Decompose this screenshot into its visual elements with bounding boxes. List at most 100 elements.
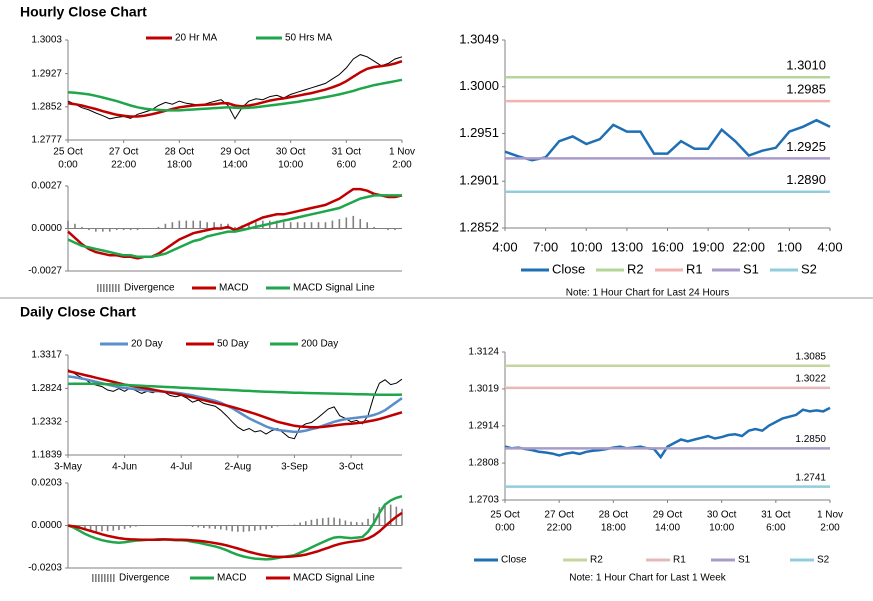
divergence-bar — [248, 525, 250, 532]
legend-swatch — [103, 284, 105, 292]
y-tick-label: 1.2927 — [31, 68, 62, 79]
divergence-bar — [373, 226, 375, 229]
divergence-bar — [304, 521, 307, 526]
x-tick-label: 2:00 — [392, 160, 412, 171]
x-tick-label: 3-Sep — [281, 462, 308, 473]
legend-label: MACD — [217, 573, 246, 584]
legend-swatch — [97, 284, 99, 292]
divergence-bar — [352, 215, 355, 229]
x-tick-label: 22:00 — [111, 160, 136, 171]
y-tick-label: 1.2777 — [31, 135, 62, 146]
divergence-bar — [287, 524, 290, 526]
legend-label: 50 Hrs MA — [285, 33, 333, 44]
divergence-bar — [367, 518, 369, 526]
chart-note: Note: 1 Hour Chart for Last 24 Hours — [566, 288, 729, 299]
divergence-bar — [157, 226, 160, 229]
x-tick-label: 27 Oct — [109, 147, 139, 158]
divergence-bar — [136, 228, 139, 231]
y-tick-label: 1.2852 — [31, 101, 62, 112]
legend-label: Close — [552, 261, 585, 276]
x-tick-label: 10:00 — [709, 523, 734, 534]
y-tick-label: 1.2901 — [459, 173, 499, 188]
section-title: Hourly Close Chart — [20, 4, 147, 20]
divergence-bar — [310, 519, 313, 526]
level-label: 1.2985 — [786, 82, 826, 97]
x-tick-label: 1:00 — [777, 239, 802, 254]
x-tick-label: 4-Jul — [170, 462, 192, 473]
x-tick-label: 25 Oct — [53, 147, 83, 158]
divergence-bar — [387, 228, 389, 231]
divergence-bar — [123, 525, 126, 529]
x-tick-label: 31 Oct — [332, 147, 362, 158]
divergence-bar — [95, 228, 97, 232]
legend-label: Close — [501, 555, 527, 566]
divergence-bar — [74, 223, 76, 229]
divergence-bar — [254, 525, 256, 531]
divergence-bar — [344, 520, 347, 526]
level-label: 1.3085 — [795, 351, 826, 362]
x-tick-label: 30 Oct — [707, 510, 737, 521]
divergence-bar — [115, 228, 118, 231]
legend-label: S1 — [738, 555, 751, 566]
legend-label: MACD Signal Line — [293, 573, 375, 584]
legend-label: S1 — [743, 261, 759, 276]
divergence-bar — [231, 525, 233, 532]
y-tick-label: 1.3049 — [459, 31, 499, 46]
divergence-bar — [178, 220, 181, 229]
divergence-bar — [242, 525, 245, 532]
x-tick-label: 3-May — [54, 462, 82, 473]
y-tick-label: 0.0000 — [31, 520, 62, 531]
legend-label: 50 Day — [217, 339, 249, 350]
divergence-bar — [214, 525, 216, 529]
divergence-bar — [135, 525, 137, 527]
divergence-bar — [101, 228, 104, 232]
level-label: 1.3022 — [795, 373, 826, 384]
divergence-bar — [164, 223, 167, 229]
y-tick-label: 0.0027 — [31, 181, 62, 192]
y-tick-label: 1.2824 — [31, 383, 62, 394]
y-tick-label: 1.2951 — [459, 125, 499, 140]
divergence-bar — [199, 220, 202, 229]
legend-label: R2 — [627, 261, 644, 276]
divergence-bar — [88, 228, 90, 231]
x-tick-label: 7:00 — [533, 239, 558, 254]
series-line — [67, 60, 403, 118]
legend-swatch — [101, 574, 103, 582]
legend-swatch — [112, 284, 114, 292]
legend-swatch — [118, 284, 120, 292]
divergence-bar — [203, 525, 205, 529]
divergence-bar — [81, 226, 83, 229]
level-label: 1.2850 — [795, 434, 826, 445]
divergence-bar — [303, 222, 306, 229]
x-tick-label: 27 Oct — [544, 510, 574, 521]
divergence-bar — [208, 525, 211, 529]
divergence-bar — [276, 525, 279, 527]
divergence-bar — [225, 525, 228, 531]
section-title: Daily Close Chart — [20, 304, 136, 320]
divergence-bar — [310, 222, 313, 229]
axis-line — [504, 352, 830, 501]
legend-label: MACD Signal Line — [293, 283, 375, 294]
series-line — [67, 78, 403, 112]
divergence-bar — [265, 525, 267, 530]
legend-swatch — [109, 284, 111, 292]
divergence-bar — [372, 513, 375, 526]
divergence-bar — [394, 228, 396, 231]
divergence-bar — [106, 525, 109, 532]
x-tick-label: 22:00 — [732, 239, 765, 254]
divergence-bar — [129, 228, 132, 231]
x-tick-label: 4:00 — [492, 239, 517, 254]
divergence-bar — [355, 522, 358, 526]
divergence-bar — [95, 525, 98, 532]
legend-label: Divergence — [119, 573, 170, 584]
divergence-bar — [248, 223, 250, 229]
legend-swatch — [106, 284, 108, 292]
level-label: 1.2741 — [795, 472, 826, 483]
axis-line — [504, 40, 830, 229]
legend-label: R1 — [686, 261, 703, 276]
divergence-bar — [338, 219, 341, 229]
x-tick-label: 16:00 — [651, 239, 684, 254]
legend-swatch — [113, 574, 115, 582]
x-tick-label: 1 Nov — [389, 147, 415, 158]
divergence-bar — [296, 222, 299, 229]
